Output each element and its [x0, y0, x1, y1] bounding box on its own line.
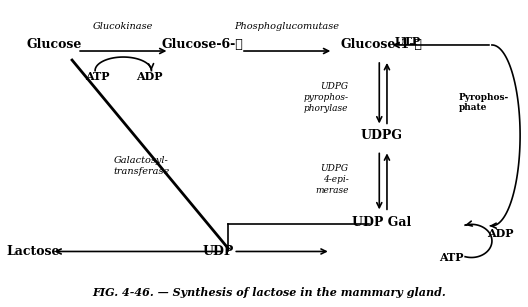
Text: Glucose-1-ⓟ: Glucose-1-ⓟ	[341, 38, 423, 52]
Text: Glucose-6-ⓟ: Glucose-6-ⓟ	[162, 38, 243, 52]
Text: Glucokinase: Glucokinase	[93, 22, 154, 31]
Text: Lactose: Lactose	[7, 245, 60, 258]
Text: FIG. 4-46. — Synthesis of lactose in the mammary gland.: FIG. 4-46. — Synthesis of lactose in the…	[92, 287, 446, 298]
Text: ATP: ATP	[86, 71, 110, 82]
Text: Galactosyl-
transferase: Galactosyl- transferase	[113, 156, 169, 176]
Text: UDPG
4-epi-
merase: UDPG 4-epi- merase	[315, 164, 348, 195]
Text: ADP: ADP	[136, 71, 162, 82]
Text: UDPG
pyrophos-
phorylase: UDPG pyrophos- phorylase	[304, 82, 348, 113]
Text: ADP: ADP	[487, 228, 513, 239]
Text: UDPG: UDPG	[361, 129, 403, 142]
Text: Phosphoglucomutase: Phosphoglucomutase	[234, 22, 340, 31]
Text: UDP Gal: UDP Gal	[352, 216, 411, 229]
Text: UDP: UDP	[202, 245, 234, 258]
Text: Glucose: Glucose	[26, 38, 82, 52]
Text: Pyrophos-
phate: Pyrophos- phate	[459, 92, 509, 112]
Text: ATP: ATP	[439, 252, 463, 263]
Text: UTP: UTP	[394, 37, 421, 48]
